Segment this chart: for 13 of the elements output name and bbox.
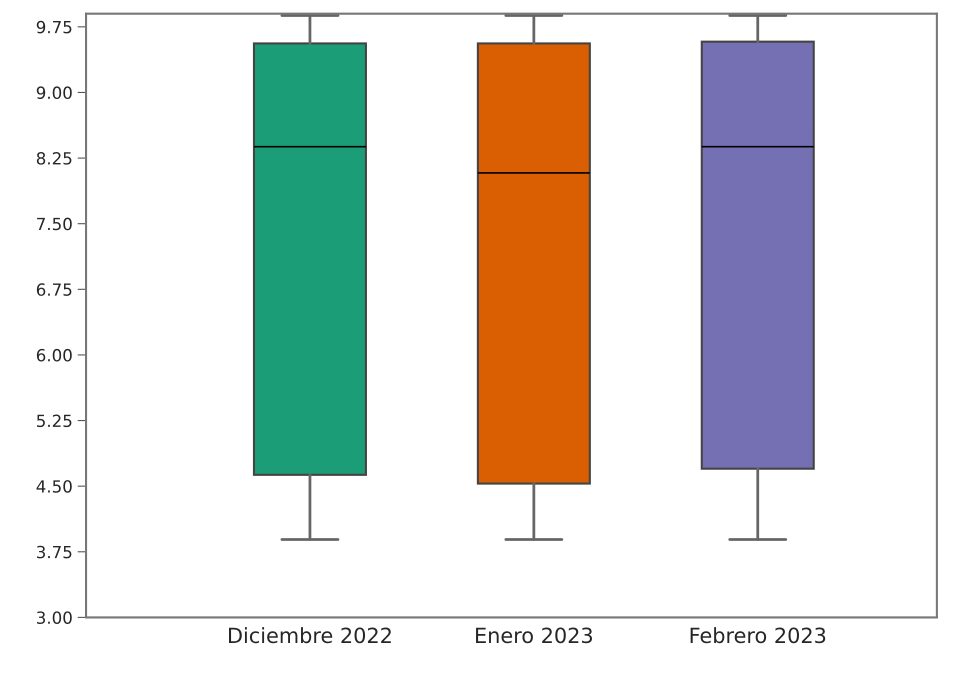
y-tick-label: 3.75 [37,546,72,558]
y-tick-label: 9.75 [36,20,72,34]
y-tick-label: 7.50 [37,218,72,230]
x-tick-label: Febrero 2023 [690,627,826,644]
x-tick-label: Diciembre 2022 [229,627,391,644]
y-tick-label: 3.00 [37,611,72,624]
y-tick-label: 5.25 [37,414,72,428]
y-tick-label: 9.00 [36,86,72,100]
y-tick-label: 4.50 [36,480,72,493]
y-tick-label: 6.75 [36,283,72,296]
y-tick-label: 6.00 [36,348,72,362]
y-tick-label: 8.25 [36,152,72,165]
x-tick-label: Enero 2023 [476,627,592,644]
